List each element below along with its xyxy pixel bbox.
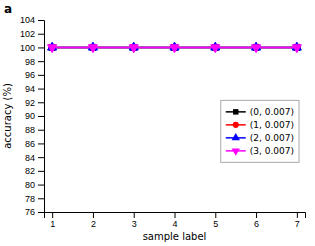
- legend-symbol: [233, 109, 238, 114]
- tick-label: 88: [25, 125, 35, 135]
- tick-mark: [38, 61, 44, 62]
- tick-mark: [38, 171, 44, 172]
- tick-label: 96: [25, 70, 35, 80]
- tick-mark: [38, 47, 44, 48]
- y-axis-title: accuracy (%): [2, 83, 13, 149]
- x-axis: 1 2 3 4 5 6 7: [45, 212, 306, 229]
- tick-label: 80: [25, 180, 35, 190]
- tick: 100: [20, 43, 44, 53]
- tick-mark: [38, 130, 44, 131]
- tick-mark: [38, 75, 44, 76]
- tick-mark: [38, 34, 44, 35]
- tick-label: 76: [25, 207, 35, 217]
- tick-mark: [175, 212, 176, 218]
- tick-mark: [38, 89, 44, 90]
- tick-label: 104: [20, 15, 35, 25]
- tick: 80: [25, 180, 44, 190]
- tick: 5: [213, 212, 218, 229]
- tick: 78: [25, 194, 44, 204]
- x-axis-title: sample label: [143, 231, 207, 242]
- tick: 86: [25, 139, 44, 149]
- tick: 76: [25, 207, 44, 217]
- tick: 84: [25, 153, 44, 163]
- point: [292, 45, 301, 53]
- tick: 104: [20, 15, 44, 25]
- tick-label: 82: [25, 166, 35, 176]
- tick-label: 86: [25, 139, 35, 149]
- point: [129, 45, 138, 53]
- marks: [48, 42, 302, 53]
- tick-label: 84: [25, 153, 35, 163]
- axis-domain: [38, 21, 45, 213]
- panel-label: a: [4, 2, 12, 16]
- tick: 94: [25, 84, 44, 94]
- legend-label: (1, 0.007): [250, 120, 294, 130]
- point: [252, 45, 261, 53]
- tick: 92: [25, 98, 44, 108]
- tick: 3: [132, 212, 137, 229]
- y-axis: 76 78 80 82 84 86 88 90 92 94 96 98 100 102 104: [20, 15, 45, 217]
- tick-label: 5: [213, 219, 218, 229]
- legend-label: (3, 0.007): [250, 146, 294, 156]
- tick-label: 102: [20, 29, 35, 39]
- tick-mark: [38, 116, 44, 117]
- legend-item: (0, 0.007): [226, 107, 294, 117]
- tick-label: 6: [254, 219, 259, 229]
- tick-mark: [38, 212, 44, 213]
- point: [211, 45, 220, 53]
- tick-label: 7: [295, 219, 300, 229]
- legend-item: (2, 0.007): [226, 133, 294, 143]
- tick-mark: [38, 20, 44, 21]
- tick-mark: [52, 212, 53, 218]
- tick-mark: [38, 102, 44, 103]
- tick: 82: [25, 166, 44, 176]
- tick: 88: [25, 125, 44, 135]
- point: [170, 45, 179, 53]
- tick: 98: [25, 57, 44, 67]
- tick-mark: [93, 212, 94, 218]
- legend-item: (3, 0.007): [226, 146, 294, 156]
- point: [88, 45, 97, 53]
- tick-label: 3: [132, 219, 137, 229]
- tick-mark: [215, 212, 216, 218]
- tick-mark: [134, 212, 135, 218]
- tick-mark: [38, 143, 44, 144]
- point: [48, 45, 57, 53]
- plot: 1 2 3 4 5 6 7 76 78 80 82 84 86 88 90 92 94 96 98 100 102 104…: [20, 15, 306, 229]
- tick: 2: [91, 212, 96, 229]
- tick: 1: [50, 212, 55, 229]
- tick-label: 90: [25, 111, 35, 121]
- tick-mark: [38, 185, 44, 186]
- legend-item: (1, 0.007): [226, 120, 294, 130]
- tick-mark: [256, 212, 257, 218]
- tick: 6: [254, 212, 259, 229]
- tick: 7: [295, 212, 300, 229]
- tick: 90: [25, 111, 44, 121]
- tick: 96: [25, 70, 44, 80]
- legend-symbol: [232, 133, 240, 140]
- legend: (0, 0.007) (1, 0.007) (2, 0.007) (3, 0.007): [221, 100, 299, 162]
- chart: 1 2 3 4 5 6 7 76 78 80 82 84 86 88 90 92 94 96 98 100 102 104…: [0, 0, 315, 246]
- tick-label: 92: [25, 98, 35, 108]
- legend-frame: [221, 100, 299, 162]
- tick: 102: [20, 29, 44, 39]
- tick-label: 94: [25, 84, 35, 94]
- legend-label: (2, 0.007): [250, 133, 294, 143]
- legend-symbol: [233, 122, 239, 128]
- tick-label: 78: [25, 194, 35, 204]
- tick-label: 100: [20, 43, 35, 53]
- tick-mark: [38, 198, 44, 199]
- legend-label: (0, 0.007): [250, 107, 294, 117]
- tick-label: 1: [50, 219, 55, 229]
- tick-label: 98: [25, 57, 35, 67]
- tick: 4: [172, 212, 177, 229]
- tick-mark: [38, 157, 44, 158]
- tick-label: 2: [91, 219, 96, 229]
- tick-label: 4: [172, 219, 177, 229]
- axis-domain: [45, 213, 306, 219]
- legend-symbol: [232, 148, 240, 155]
- tick-mark: [297, 212, 298, 218]
